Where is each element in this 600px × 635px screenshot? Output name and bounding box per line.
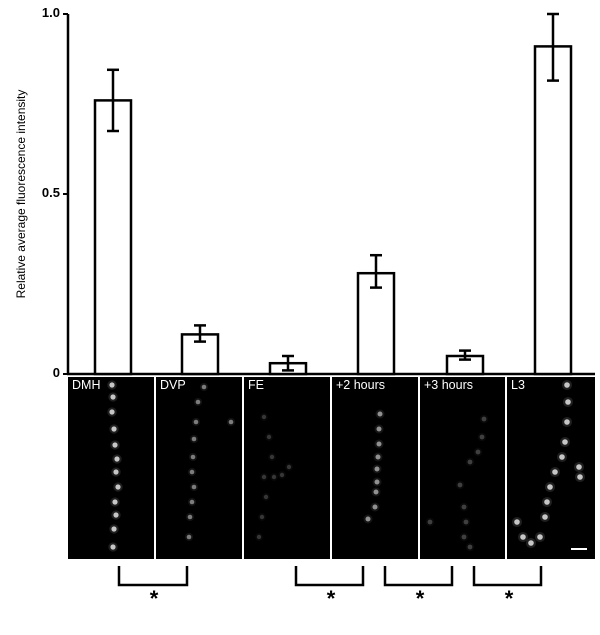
significance-asterisk: *	[504, 586, 514, 611]
panel-label: L3	[511, 378, 525, 392]
y-tick-label-05: 0.5	[41, 185, 60, 200]
significance-asterisk: *	[149, 586, 159, 611]
panel-label: +2 hours	[336, 378, 385, 392]
neuron-image	[107, 380, 123, 552]
bar-fe	[268, 354, 308, 376]
bar-dmh	[93, 68, 133, 376]
micrograph-fe: FE	[244, 377, 330, 559]
micrograph-l3: L3	[507, 377, 595, 559]
neuron-image	[363, 409, 385, 524]
neuron-image	[511, 379, 586, 549]
micrograph-dvp: DVP	[156, 377, 242, 559]
significance-bracket	[294, 566, 365, 587]
panel-label: DMH	[72, 378, 101, 392]
significance-asterisk: *	[415, 586, 425, 611]
axes	[63, 13, 595, 376]
significance-brackets	[117, 566, 543, 587]
significance-asterisk: *	[326, 586, 336, 611]
y-tick-label-1: 1.0	[41, 5, 60, 20]
panel-label: +3 hours	[424, 378, 473, 392]
significance-bracket	[472, 566, 543, 587]
panel-label: DVP	[160, 378, 186, 392]
bars	[93, 12, 573, 376]
significance-bracket	[117, 566, 189, 587]
neuron-image	[184, 382, 236, 542]
significance-bracket	[383, 566, 454, 587]
neuron-image	[256, 414, 292, 540]
bar--3-hours	[445, 349, 485, 376]
micrograph-2-hours: +2 hours	[332, 377, 418, 559]
bar--2-hours	[356, 253, 396, 376]
y-tick-label-0: 0	[52, 365, 60, 380]
panel-label: FE	[248, 378, 264, 392]
bar-dvp	[180, 324, 220, 376]
neuron-image	[427, 416, 487, 550]
micrograph-dmh: DMH	[68, 377, 154, 559]
micrograph-3-hours: +3 hours	[420, 377, 505, 559]
scale-bar	[571, 548, 587, 550]
bar-l3	[533, 12, 573, 376]
